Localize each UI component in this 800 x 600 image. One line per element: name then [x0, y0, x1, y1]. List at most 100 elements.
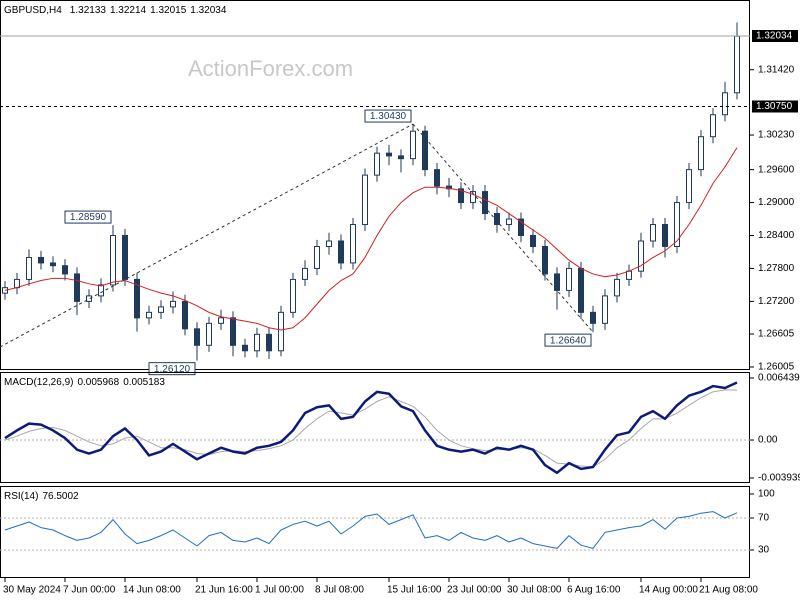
annotation-box — [364, 109, 412, 123]
candle-body — [494, 213, 500, 226]
panel-title: MACD(12,26,9) — [4, 377, 73, 388]
annotation-box — [148, 362, 196, 376]
candle-body — [302, 267, 308, 280]
x-tick-label: 21 Aug 08:00 — [699, 585, 758, 596]
candle-body — [146, 311, 152, 319]
candle-body — [98, 284, 104, 297]
candle-body — [290, 278, 296, 313]
header-value: 1.32214 — [110, 5, 147, 16]
candle-body — [14, 278, 20, 289]
annotation-box — [64, 210, 112, 224]
candle-body — [446, 185, 452, 190]
candle-body — [686, 169, 692, 204]
y-tick-label: 1.29000 — [758, 197, 795, 208]
candle-body — [158, 306, 164, 313]
candle-body — [350, 224, 356, 264]
candle-body — [578, 267, 584, 313]
y-tick-label: 0.006439 — [758, 373, 800, 384]
annotation-label: 1.26640 — [550, 335, 587, 346]
header-value: 76.5002 — [42, 491, 79, 502]
candle-body — [338, 240, 344, 264]
candle-body — [530, 235, 536, 247]
y-tick-label: 1.28400 — [758, 230, 795, 241]
x-tick-label: 14 Aug 00:00 — [639, 585, 698, 596]
candle-body — [470, 191, 476, 204]
candle-body — [170, 300, 176, 308]
indicator-line — [4, 389, 738, 468]
moving-average — [4, 147, 738, 331]
candle-body — [50, 262, 56, 267]
candle-body — [674, 202, 680, 247]
candle-body — [398, 155, 404, 160]
candle-body — [710, 114, 716, 138]
x-tick-label: 1 Jul 00:00 — [255, 585, 304, 596]
y-tick-label: 70 — [758, 513, 770, 524]
candle-body — [38, 256, 44, 264]
x-tick-label: 8 Jul 08:00 — [315, 585, 364, 596]
y-tick-label: 1.27200 — [758, 296, 795, 307]
watermark: ActionForex.com — [188, 56, 353, 81]
candle-body — [638, 240, 644, 272]
y-tick-label: 1.29600 — [758, 164, 795, 175]
candle-body — [734, 35, 740, 94]
panel-title: RSI(14) — [4, 491, 38, 502]
candle-body — [650, 224, 656, 242]
header-value: 0.005183 — [123, 377, 165, 388]
candle-body — [590, 311, 596, 324]
annotation-label: 1.26120 — [154, 364, 191, 375]
indicator-line — [4, 381, 738, 475]
candle-body — [602, 295, 608, 324]
candle-body — [26, 256, 32, 280]
candle-body — [254, 333, 260, 352]
trend-line — [0, 123, 414, 348]
panel-frame — [0, 486, 750, 578]
x-tick-label: 21 Jun 16:00 — [195, 585, 253, 596]
price-label: 1.32034 — [756, 31, 793, 42]
candle-body — [242, 344, 248, 352]
header-value: 1.32133 — [70, 5, 107, 16]
candle-body — [326, 240, 332, 247]
trend-line — [412, 123, 594, 333]
annotation-label: 1.28590 — [70, 212, 107, 223]
candle-body — [194, 328, 200, 346]
indicator-line — [4, 511, 738, 549]
panel-frame — [0, 0, 750, 370]
candle-body — [110, 235, 116, 286]
x-tick-label: 14 Jun 08:00 — [123, 585, 181, 596]
y-tick-label: 100 — [758, 489, 775, 500]
x-tick-label: 7 Jun 00:00 — [63, 585, 116, 596]
candle-body — [182, 300, 188, 330]
panel-header: MACD(12,26,9) 0.005968 0.005183 — [4, 377, 165, 388]
candle-body — [410, 130, 416, 160]
y-tick-label: 1.26005 — [758, 362, 795, 373]
y-tick-label: 1.30230 — [758, 130, 795, 141]
candle-body — [482, 191, 488, 215]
candle-body — [62, 265, 68, 275]
candle-body — [518, 218, 524, 237]
candle-body — [434, 169, 440, 187]
candle-body — [278, 311, 284, 352]
candle-body — [554, 273, 560, 291]
y-tick-label: 30 — [758, 545, 770, 556]
candle-body — [566, 267, 572, 291]
panel-title: GBPUSD,H4 — [4, 5, 62, 16]
candle-body — [74, 273, 80, 302]
y-tick-label: 1.27800 — [758, 263, 795, 274]
header-value: 0.005968 — [77, 377, 119, 388]
candle-body — [662, 224, 668, 247]
candle-body — [314, 245, 320, 269]
candle-body — [218, 317, 224, 324]
panel-frame — [0, 372, 750, 483]
candle-body — [698, 136, 704, 171]
candle-body — [722, 92, 728, 116]
candle-body — [206, 322, 212, 346]
candle-body — [122, 235, 128, 280]
y-tick-label: 1.31420 — [758, 64, 795, 75]
x-tick-label: 23 Jul 00:00 — [447, 585, 502, 596]
panel-header: RSI(14) 76.5002 — [4, 491, 79, 502]
y-tick-label: 1.26605 — [758, 329, 795, 340]
candle-body — [2, 287, 8, 294]
level-label: 1.30750 — [756, 101, 793, 112]
